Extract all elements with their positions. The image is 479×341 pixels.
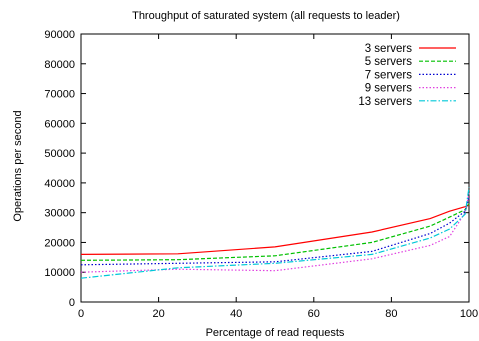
series-line-2 xyxy=(80,203,470,261)
x-tick-label: 100 xyxy=(460,308,478,320)
legend-label-3: 7 servers xyxy=(365,69,413,81)
legend-label-4: 9 servers xyxy=(365,83,413,95)
y-axis-label: Operations per second xyxy=(12,110,24,221)
series-line-4 xyxy=(80,193,470,273)
x-tick-label: 80 xyxy=(385,308,397,320)
y-tick-label: 30000 xyxy=(44,208,75,220)
series-line-3 xyxy=(80,197,470,266)
legend-label-2: 5 servers xyxy=(365,56,413,68)
x-axis-label: Percentage of read requests xyxy=(206,327,345,339)
x-tick-label: 60 xyxy=(308,308,320,320)
y-tick-label: 10000 xyxy=(44,267,75,279)
y-tick-label: 0 xyxy=(69,297,75,309)
x-tick-label: 0 xyxy=(78,308,84,320)
legend-label-1: 3 servers xyxy=(365,43,413,55)
legend-label-5: 13 servers xyxy=(358,96,412,108)
x-tick-label: 20 xyxy=(152,308,164,320)
y-tick-label: 70000 xyxy=(44,89,75,101)
x-tick-label: 40 xyxy=(230,308,242,320)
y-tick-label: 80000 xyxy=(44,59,75,71)
y-tick-label: 50000 xyxy=(44,148,75,160)
y-tick-label: 60000 xyxy=(44,118,75,130)
chart-title: Throughput of saturated system (all requ… xyxy=(132,10,400,22)
y-tick-label: 40000 xyxy=(44,178,75,190)
y-tick-label: 20000 xyxy=(44,237,75,249)
y-tick-label: 90000 xyxy=(44,29,75,41)
series-line-5 xyxy=(80,187,470,279)
plot-area-border xyxy=(80,33,470,303)
series-line-1 xyxy=(80,204,470,255)
